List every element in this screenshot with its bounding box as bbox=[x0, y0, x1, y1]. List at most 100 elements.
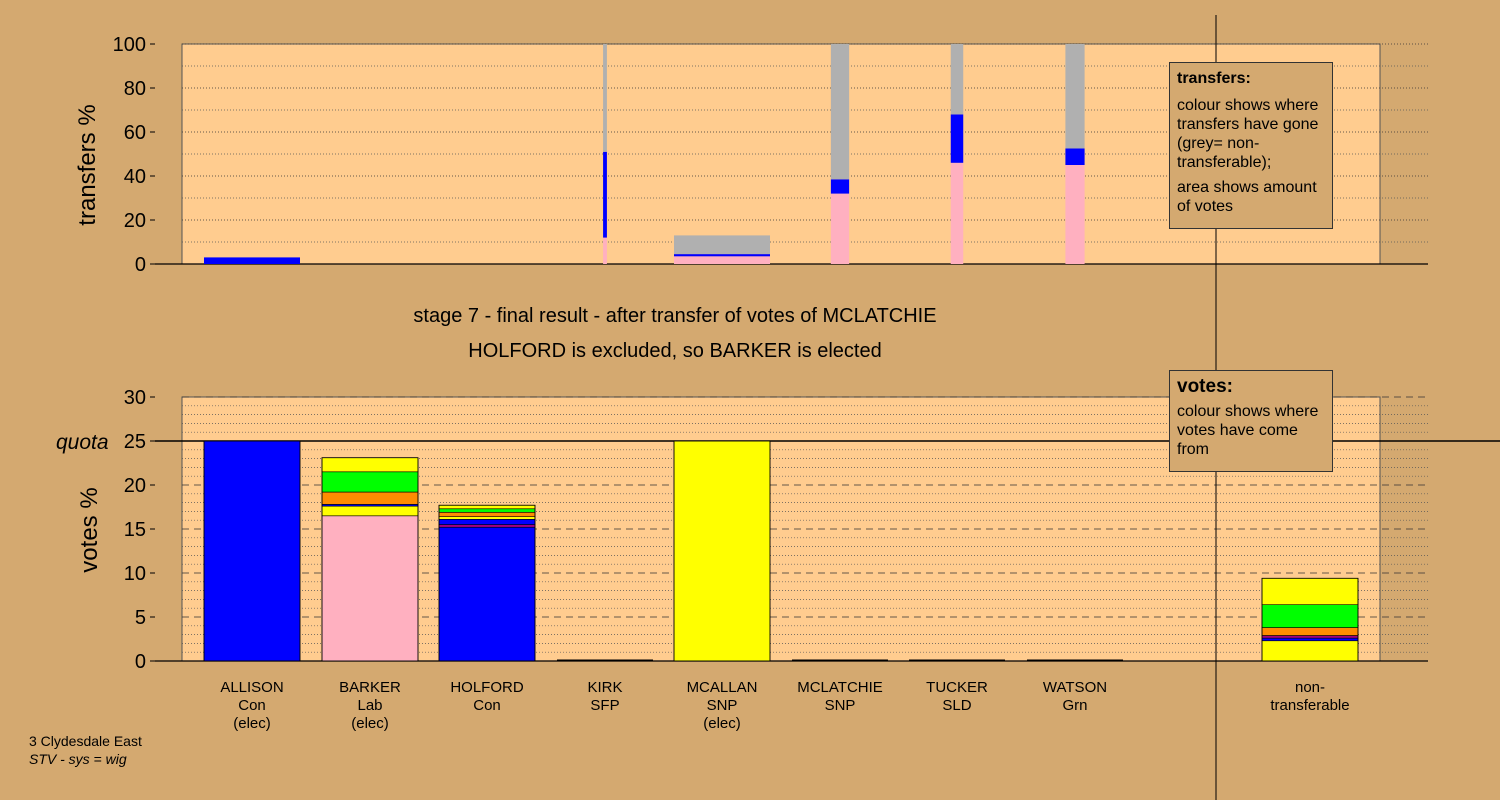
vote-segment-barker-snp bbox=[321, 505, 419, 517]
candidate-name: WATSON bbox=[1042, 679, 1108, 696]
transfer-segment-mcallan-con bbox=[674, 254, 770, 257]
candidate-status: (elec) bbox=[233, 715, 271, 732]
y-tick-label: 20 bbox=[124, 475, 146, 497]
transfers-legend-heading: transfers: bbox=[1177, 70, 1251, 87]
stage-title: stage 7 - final result - after transfer … bbox=[413, 305, 937, 327]
vote-segment-allison-con bbox=[203, 440, 301, 662]
system-label: STV - sys = wig bbox=[29, 751, 127, 767]
vote-segment-non-transferable-con bbox=[1261, 637, 1359, 642]
candidate-party: SFP bbox=[590, 697, 620, 714]
candidate-label-holford: HOLFORD Con bbox=[427, 679, 547, 715]
y-tick-label: 20 bbox=[124, 210, 146, 232]
vote-segment-barker-snp bbox=[321, 457, 419, 473]
candidate-party: Lab bbox=[357, 697, 383, 714]
vote-segment-holford-con bbox=[438, 519, 536, 525]
transfer-segment-watson-lab bbox=[1065, 165, 1085, 264]
vote-segment-non-transferable-snp bbox=[1261, 640, 1359, 662]
vote-segment-barker-lab bbox=[321, 515, 419, 662]
transfer-segment-kirk-lab bbox=[603, 237, 607, 264]
candidate-name: ALLISON bbox=[220, 679, 284, 696]
transfer-segment-kirk-con bbox=[603, 151, 607, 238]
candidate-status: (elec) bbox=[351, 715, 389, 732]
vote-bar-outline-mcallan bbox=[673, 440, 771, 662]
y-tick-label: 0 bbox=[135, 651, 146, 673]
votes-legend-line1: colour shows where votes have come from bbox=[1177, 403, 1319, 458]
vote-segment-non-transferable-sfp bbox=[1261, 635, 1359, 639]
candidate-status: (elec) bbox=[703, 715, 741, 732]
vote-segment-non-transferable-snp bbox=[1261, 577, 1359, 605]
footer: 3 Clydesdale East STV - sys = wig bbox=[29, 732, 142, 768]
vote-segment-barker-grn bbox=[321, 471, 419, 493]
constituency-name: 3 Clydesdale East bbox=[29, 733, 142, 749]
candidate-name: TUCKER bbox=[926, 679, 988, 696]
candidate-label-mcallan: MCALLAN SNP (elec) bbox=[662, 679, 782, 733]
transfers-legend-line1: colour shows where transfers have gone (… bbox=[1177, 97, 1319, 171]
candidate-party: SNP bbox=[824, 697, 856, 714]
candidate-name: MCALLAN bbox=[686, 679, 758, 696]
candidate-label-kirk: KIRK SFP bbox=[545, 679, 665, 715]
votes-legend-heading: votes: bbox=[1177, 376, 1233, 397]
transfer-segment-allison-con bbox=[204, 257, 300, 264]
y-tick-label: 5 bbox=[135, 607, 146, 629]
nontransferable-label: non- transferable bbox=[1270, 679, 1350, 714]
vote-segment-holford-grn bbox=[438, 508, 536, 513]
vote-bar-empty-mclatchie bbox=[792, 659, 888, 661]
y-tick-label: 80 bbox=[124, 78, 146, 100]
transfer-segment-mclatchie-nontransferable bbox=[830, 44, 850, 180]
vote-segment-non-transferable-grn bbox=[1261, 604, 1359, 628]
transfer-segment-kirk-nontransferable bbox=[603, 44, 607, 152]
candidate-name: KIRK bbox=[587, 679, 623, 696]
y-tick-label: 100 bbox=[113, 34, 146, 56]
transfer-segment-watson-nontransferable bbox=[1065, 44, 1085, 149]
transfer-segment-tucker-nontransferable bbox=[950, 44, 964, 115]
candidate-label-barker: BARKER Lab (elec) bbox=[310, 679, 430, 733]
y-tick-label: 60 bbox=[124, 122, 146, 144]
candidate-label-allison: ALLISON Con (elec) bbox=[192, 679, 312, 733]
y-tick-label: 0 bbox=[135, 254, 146, 276]
candidate-party: Con bbox=[473, 697, 501, 714]
y-tick-label: 10 bbox=[124, 563, 146, 585]
vote-bar-empty-kirk bbox=[557, 659, 653, 661]
candidate-name: HOLFORD bbox=[450, 679, 524, 696]
candidate-party: Con bbox=[238, 697, 266, 714]
transfer-segment-watson-con bbox=[1065, 148, 1085, 165]
vote-bar-empty-tucker bbox=[909, 659, 1005, 661]
y-axis-label: transfers % bbox=[74, 104, 101, 225]
candidate-name: MCLATCHIE bbox=[797, 679, 883, 696]
vote-segment-holford-con bbox=[438, 526, 536, 662]
y-tick-label: 25 bbox=[124, 431, 146, 453]
candidate-label-tucker: TUCKER SLD bbox=[897, 679, 1017, 715]
quota-label: quota bbox=[56, 431, 109, 454]
vote-bar-outline-barker bbox=[321, 457, 419, 662]
y-tick-label: 15 bbox=[124, 519, 146, 541]
candidate-party: Grn bbox=[1062, 697, 1088, 714]
transfer-segment-tucker-con bbox=[950, 114, 964, 163]
transfer-segment-mcallan-nontransferable bbox=[674, 235, 770, 255]
candidate-party: SLD bbox=[942, 697, 972, 714]
candidate-label-mclatchie: MCLATCHIE SNP bbox=[780, 679, 900, 715]
vote-segment-holford-snp bbox=[438, 504, 536, 510]
vote-bar-outline-holford bbox=[438, 504, 536, 662]
votes-legend: votes: colour shows where votes have com… bbox=[1169, 370, 1333, 472]
vote-bar-outline-allison bbox=[203, 440, 301, 662]
vote-segment-holford-sld bbox=[438, 511, 536, 517]
vote-segment-barker-sld bbox=[321, 491, 419, 505]
transfer-segment-mcallan-lab bbox=[674, 256, 770, 264]
transfer-segment-mclatchie-con bbox=[830, 179, 850, 194]
y-tick-label: 30 bbox=[124, 387, 146, 409]
vote-segment-holford-sfp bbox=[438, 524, 536, 528]
transfer-segment-tucker-lab bbox=[950, 162, 964, 264]
transfers-legend: transfers: colour shows where transfers … bbox=[1169, 62, 1333, 229]
vote-bar-empty-watson bbox=[1027, 659, 1123, 661]
y-tick-label: 40 bbox=[124, 166, 146, 188]
transfers-legend-line2: area shows amount of votes bbox=[1177, 179, 1317, 215]
candidate-name: BARKER bbox=[339, 679, 401, 696]
y-axis-label: votes % bbox=[76, 487, 103, 572]
outcome-title: HOLFORD is excluded, so BARKER is electe… bbox=[468, 340, 882, 362]
candidate-party: SNP bbox=[706, 697, 738, 714]
vote-segment-non-transferable-sld bbox=[1261, 627, 1359, 636]
candidate-label-watson: WATSON Grn bbox=[1015, 679, 1135, 715]
vote-segment-holford-snp bbox=[438, 516, 536, 520]
vote-segment-mcallan-snp bbox=[673, 440, 771, 662]
transfer-segment-mclatchie-lab bbox=[830, 193, 850, 264]
